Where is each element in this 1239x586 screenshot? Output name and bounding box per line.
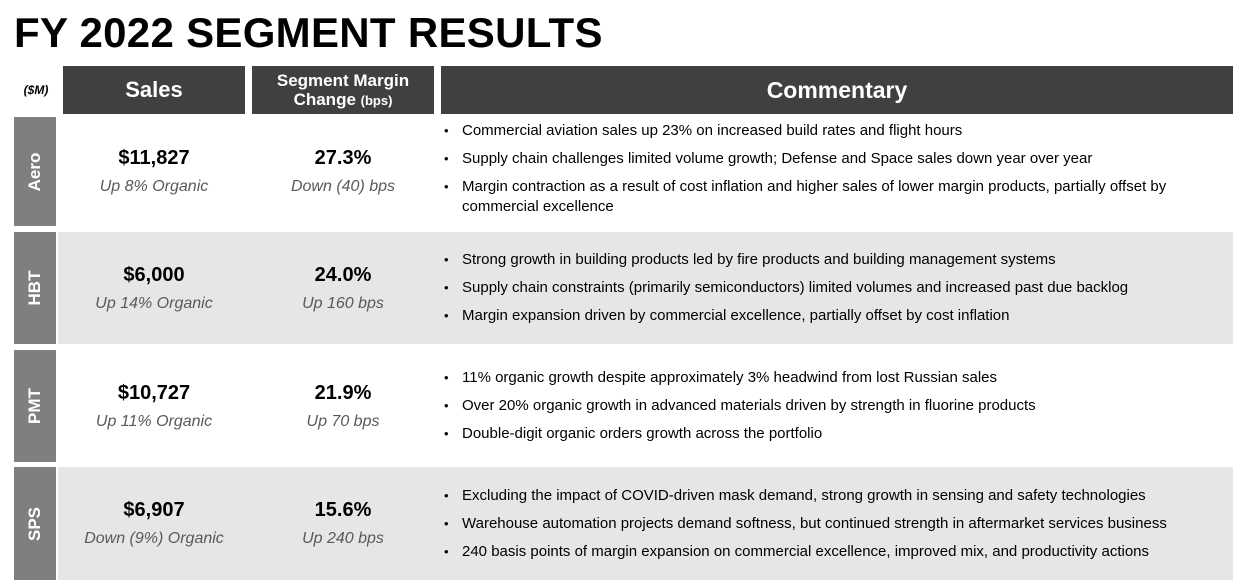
commentary-item: • Commercial aviation sales up 23% on inc… bbox=[444, 121, 1224, 141]
sales-organic: Up 8% Organic bbox=[99, 178, 209, 195]
commentary-text: Warehouse automation projects demand sof… bbox=[462, 515, 1167, 532]
commentary-text: Margin contraction as a result of cost i… bbox=[462, 178, 1167, 215]
row-background bbox=[58, 117, 1233, 226]
commentary-list: • Strong growth in building products led … bbox=[444, 250, 1224, 334]
margin-value: 27.3% bbox=[314, 147, 372, 169]
header-sales: Sales bbox=[63, 66, 245, 114]
commentary-item: • Warehouse automation projects demand so… bbox=[444, 514, 1224, 534]
segment-name: SPS bbox=[25, 506, 44, 541]
row-background bbox=[58, 467, 1233, 580]
bullet-icon: • bbox=[444, 398, 449, 413]
commentary-list: • 11% organic growth despite approximatel… bbox=[444, 368, 1224, 452]
commentary-text: Over 20% organic growth in advanced mate… bbox=[462, 397, 1036, 414]
commentary-list: • Commercial aviation sales up 23% on inc… bbox=[444, 121, 1224, 225]
margin-value: 24.0% bbox=[314, 263, 372, 286]
header-commentary: Commentary bbox=[441, 66, 1233, 114]
commentary-text: Supply chain challenges limited volume g… bbox=[462, 150, 1093, 167]
commentary-item: • Excluding the impact of COVID-driven ma… bbox=[444, 486, 1224, 506]
bullet-icon: • bbox=[444, 280, 449, 295]
margin-value: 21.9% bbox=[314, 381, 372, 404]
bullet-icon: • bbox=[444, 426, 449, 441]
sales-organic: Up 11% Organic bbox=[95, 412, 213, 430]
header-margin-unit: (bps) bbox=[360, 92, 393, 108]
commentary-item: • Over 20% organic growth in advanced mat… bbox=[444, 396, 1224, 416]
sales-cell: $6,907 Down (9%) Organic bbox=[63, 467, 245, 580]
bullet-icon: • bbox=[444, 123, 449, 138]
commentary-text: Strong growth in building products led b… bbox=[462, 251, 1056, 268]
commentary-item: • Supply chain constraints (primarily sem… bbox=[444, 278, 1224, 298]
row-background bbox=[58, 232, 1233, 344]
segment-row-aero: Aero $11,827 Up 8% Organic 27.3% Down (4… bbox=[0, 117, 1239, 226]
margin-cell: 21.9% Up 70 bps bbox=[252, 350, 434, 462]
commentary-text: Excluding the impact of COVID-driven mas… bbox=[462, 487, 1146, 504]
commentary-list: • Excluding the impact of COVID-driven ma… bbox=[444, 486, 1224, 570]
margin-change: Up 160 bps bbox=[302, 294, 384, 312]
bullet-icon: • bbox=[444, 370, 449, 385]
header-sales-label: Sales bbox=[125, 77, 183, 102]
bullet-icon: • bbox=[444, 252, 449, 267]
commentary-text: 240 basis points of margin expansion on … bbox=[462, 543, 1150, 560]
segment-tab: HBT bbox=[14, 232, 56, 344]
sales-value: $6,000 bbox=[123, 263, 185, 286]
header-margin-change: Change bbox=[293, 89, 356, 109]
bullet-icon: • bbox=[444, 516, 449, 531]
segment-tab: PMT bbox=[14, 350, 56, 462]
bullet-icon: • bbox=[444, 308, 449, 323]
margin-change: Up 240 bps bbox=[302, 530, 384, 547]
header-segment-margin: Segment Margin Change (bps) bbox=[252, 66, 434, 114]
segment-row-pmt: PMT $10,727 Up 11% Organic 21.9% Up 70 b… bbox=[0, 350, 1239, 462]
segment-tab: Aero bbox=[14, 117, 56, 226]
margin-change: Down (40) bps bbox=[290, 178, 396, 195]
sales-cell: $6,000 Up 14% Organic bbox=[63, 232, 245, 344]
sales-value: $6,907 bbox=[123, 499, 185, 521]
bullet-icon: • bbox=[444, 488, 449, 503]
header-margin-line2: Change (bps) bbox=[294, 90, 393, 110]
row-background bbox=[58, 350, 1233, 462]
segment-name: HBT bbox=[25, 270, 44, 306]
segment-name: PMT bbox=[25, 388, 44, 424]
unit-label: ($M) bbox=[23, 83, 49, 97]
sales-cell: $10,727 Up 11% Organic bbox=[63, 350, 245, 462]
bullet-icon: • bbox=[444, 151, 449, 166]
segment-tab: SPS bbox=[14, 467, 56, 580]
margin-cell: 15.6% Up 240 bps bbox=[252, 467, 434, 580]
sales-value: $10,727 bbox=[117, 381, 191, 404]
commentary-text: Supply chain constraints (primarily semi… bbox=[462, 279, 1129, 296]
commentary-text: 11% organic growth despite approximately… bbox=[462, 369, 997, 386]
commentary-item: • Double-digit organic orders growth acro… bbox=[444, 424, 1224, 444]
header-commentary-label: Commentary bbox=[766, 76, 908, 103]
sales-organic: Up 14% Organic bbox=[95, 294, 213, 312]
commentary-text: Commercial aviation sales up 23% on incr… bbox=[462, 122, 963, 139]
commentary-text: Double-digit organic orders growth acros… bbox=[462, 425, 823, 442]
margin-cell: 24.0% Up 160 bps bbox=[252, 232, 434, 344]
header-margin-line1: Segment Margin bbox=[276, 70, 410, 90]
margin-change: Up 70 bps bbox=[306, 412, 380, 430]
sales-cell: $11,827 Up 8% Organic bbox=[63, 117, 245, 226]
commentary-item: • Strong growth in building products led … bbox=[444, 250, 1224, 270]
segment-row-sps: SPS $6,907 Down (9%) Organic 15.6% Up 24… bbox=[0, 467, 1239, 580]
bullet-icon: • bbox=[444, 544, 449, 559]
segment-row-hbt: HBT $6,000 Up 14% Organic 24.0% Up 160 b… bbox=[0, 232, 1239, 344]
commentary-item: • Margin expansion driven by commercial e… bbox=[444, 306, 1224, 326]
commentary-item: • Supply chain challenges limited volume … bbox=[444, 149, 1224, 169]
commentary-item: • Margin contraction as a result of cost … bbox=[444, 177, 1224, 217]
sales-value: $11,827 bbox=[118, 147, 190, 169]
bullet-icon: • bbox=[444, 179, 449, 194]
commentary-text: Margin expansion driven by commercial ex… bbox=[462, 307, 1010, 324]
segment-name: Aero bbox=[25, 152, 44, 191]
margin-cell: 27.3% Down (40) bps bbox=[252, 117, 434, 226]
commentary-item: • 11% organic growth despite approximatel… bbox=[444, 368, 1224, 388]
sales-organic: Down (9%) Organic bbox=[84, 530, 224, 547]
commentary-item: • 240 basis points of margin expansion on… bbox=[444, 542, 1224, 562]
page-title: FY 2022 SEGMENT RESULTS bbox=[14, 9, 603, 56]
margin-value: 15.6% bbox=[314, 499, 372, 521]
